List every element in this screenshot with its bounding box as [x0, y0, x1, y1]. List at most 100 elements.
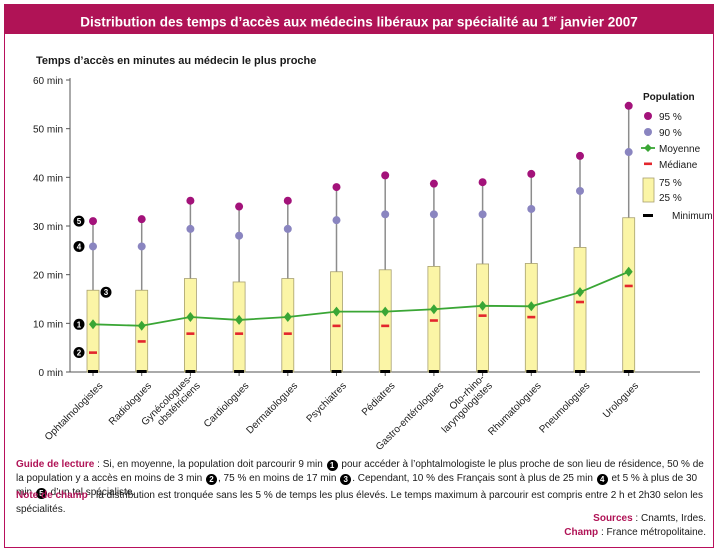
p95-point — [478, 178, 487, 187]
box-75-25 — [232, 281, 246, 373]
field-note: Note de champ : la distribution est tron… — [16, 489, 708, 517]
annotation-5-icon — [73, 215, 85, 227]
figure-title: Distribution des temps d’accès aux médec… — [4, 4, 714, 34]
x-tick-label-line: Pneumologues — [537, 381, 592, 436]
annotation-3-icon — [100, 286, 112, 298]
minimum-mark — [282, 370, 293, 373]
x-tick-label: Gynécologues-obstétriciens — [140, 373, 203, 436]
champ-lead: Champ — [564, 527, 599, 538]
median-mark — [332, 324, 341, 328]
p90-point — [186, 224, 195, 233]
marker-2-icon: 2 — [206, 474, 217, 485]
p95-point — [624, 101, 633, 110]
box-75-25 — [183, 278, 197, 373]
x-tick-label: Dermatologues — [244, 381, 300, 437]
minimum-mark — [234, 370, 245, 373]
p95-point — [235, 202, 244, 211]
x-tick-label: Oto-rhino-laryngologistes — [432, 373, 495, 436]
mean-point — [624, 266, 633, 277]
title-text-end: janvier 2007 — [556, 14, 638, 30]
reading-guide-text: . Cependant, 10 % des Français sont à pl… — [352, 473, 596, 484]
reading-guide-text: , 75 % en moins de 17 min — [218, 473, 340, 484]
median-mark — [429, 319, 438, 322]
legend-median-label: Médiane — [659, 160, 698, 171]
annotation-5-label: 5 — [77, 217, 82, 226]
reading-guide: Guide de lecture : Si, en moyenne, la po… — [16, 458, 708, 500]
field-note-lead: Note de champ — [16, 490, 88, 501]
box-75-25 — [330, 271, 343, 373]
x-tick-label-line: Rhumatologues — [486, 381, 543, 438]
box-75-25 — [281, 278, 295, 373]
mean-point — [283, 312, 292, 323]
p90-point — [137, 242, 146, 251]
mean-point — [186, 312, 195, 323]
mean-point — [235, 314, 244, 325]
x-tick-label-line: Ophtalmologistes — [43, 381, 105, 443]
median-mark — [478, 314, 487, 317]
box-75-25 — [573, 247, 587, 373]
p95-point — [429, 179, 438, 188]
p90-point — [624, 148, 633, 157]
legend-p90-label: 90 % — [659, 128, 682, 139]
legend-mean-icon — [644, 144, 652, 152]
y-tick-label: 50 min — [33, 125, 63, 136]
y-tick-label: 10 min — [33, 319, 63, 330]
annotation-4-icon — [73, 240, 85, 252]
minimum-mark — [185, 370, 196, 373]
p95-point — [527, 169, 536, 178]
box-75-25 — [622, 217, 636, 373]
legend-p90-icon — [644, 128, 652, 136]
legend-q3-label: 75 % — [659, 178, 682, 189]
mean-point — [332, 306, 341, 317]
marker-1-icon: 1 — [326, 460, 338, 471]
y-tick-label: 40 min — [33, 173, 63, 184]
mean-point — [478, 300, 487, 311]
median-mark — [186, 332, 195, 335]
legend-title: Population — [643, 92, 695, 103]
legend-box-icon — [642, 177, 655, 203]
figure-frame — [4, 4, 714, 548]
legend-q1-label: 25 % — [659, 193, 682, 204]
y-axis-label: Temps d’accès en minutes au médecin le p… — [36, 55, 316, 67]
p90-point — [332, 216, 341, 225]
field-note-text: : la distribution est tronquée sans les … — [16, 490, 703, 515]
p95-point — [186, 196, 195, 205]
legend-p95-label: 95 % — [659, 112, 682, 123]
legend-minimum-label: Minimum — [672, 211, 713, 222]
p90-point — [235, 231, 244, 240]
x-tick-label-line: Cardiologues — [202, 381, 251, 430]
annotation-2-icon — [73, 347, 85, 359]
minimum-mark — [575, 370, 585, 373]
box-75-25 — [427, 265, 441, 373]
p95-point — [332, 183, 341, 192]
legend-p95-icon — [644, 112, 652, 120]
p95-point — [89, 217, 97, 226]
annotation-2-label: 2 — [77, 349, 82, 358]
annotation-1-icon — [73, 318, 85, 330]
x-tick-label: Urologues — [601, 381, 641, 421]
sources-lead: Sources — [593, 513, 633, 524]
x-tick-label: Pneumologues — [537, 381, 592, 436]
y-tick-label: 60 min — [33, 76, 63, 87]
legend-mean-label: Moyenne — [659, 144, 701, 155]
x-tick-label-line: Pédiatres — [360, 381, 398, 419]
champ-text: : France métropolitaine. — [598, 527, 706, 538]
median-mark — [137, 340, 146, 343]
champ-line: Champ : France métropolitaine. — [564, 526, 706, 540]
x-tick-label: Pédiatres — [360, 381, 398, 419]
reading-guide-text: et 5 % à plus de 30 min — [16, 473, 698, 498]
x-tick-label-line: Psychiatres — [305, 381, 349, 425]
box-75-25 — [86, 289, 100, 373]
minimum-mark — [136, 370, 147, 373]
box-75-25 — [135, 289, 149, 373]
y-tick-label: 0 min — [39, 368, 63, 379]
marker-4-icon: 4 — [596, 474, 608, 485]
median-mark — [235, 332, 244, 335]
mean-line — [92, 270, 630, 327]
minimum-mark — [380, 370, 391, 373]
box-75-25 — [378, 269, 392, 373]
p90-point — [576, 186, 584, 195]
reading-guide-text: pour accéder à l’ophtalmologiste le plus… — [16, 459, 704, 484]
box-75-25 — [476, 263, 490, 373]
